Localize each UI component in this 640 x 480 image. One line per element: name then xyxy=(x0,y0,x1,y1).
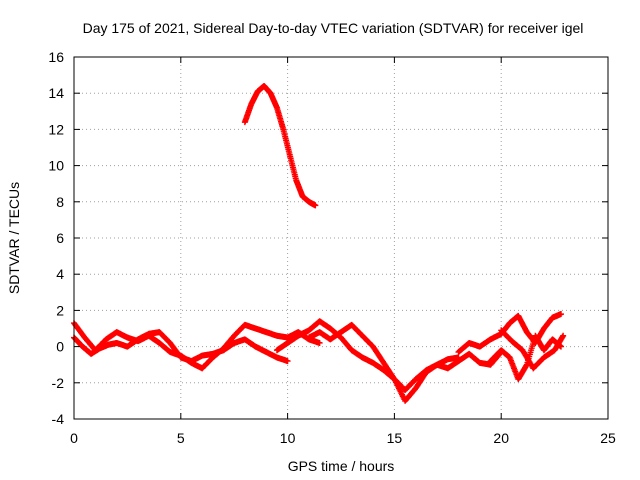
x-tick-label: 25 xyxy=(600,430,616,446)
x-tick-label: 10 xyxy=(280,430,296,446)
x-tick-label: 5 xyxy=(177,430,185,446)
y-tick-label: 0 xyxy=(56,339,64,355)
x-tick-label: 0 xyxy=(70,430,78,446)
x-tick-label: 20 xyxy=(493,430,509,446)
y-tick-label: -4 xyxy=(52,411,65,427)
series-satellite-arc-D xyxy=(273,318,462,394)
x-axis-label: GPS time / hours xyxy=(288,458,395,474)
y-axis-label: SDTVAR / TECUs xyxy=(6,182,22,294)
series-satellite-arc-H xyxy=(498,327,567,372)
data-points xyxy=(71,82,567,404)
series-satellite-arc-C xyxy=(71,329,291,365)
y-tick-label: 8 xyxy=(56,194,64,210)
y-tick-label: -2 xyxy=(52,375,65,391)
series-satellite-arc-A xyxy=(241,82,319,209)
y-tick-label: 12 xyxy=(48,121,64,137)
axis-ticks: 0 5 10 15 20 25 -4 -2 0 2 4 6 8 10 12 14 16 xyxy=(48,49,616,446)
y-tick-label: 16 xyxy=(48,49,64,65)
data-point xyxy=(316,339,323,346)
y-tick-label: 4 xyxy=(56,266,64,282)
grid-lines xyxy=(74,57,608,419)
data-point xyxy=(284,358,291,365)
y-tick-label: 14 xyxy=(48,85,64,101)
chart-title: Day 175 of 2021, Sidereal Day-to-day VTE… xyxy=(83,20,584,36)
data-point xyxy=(558,311,565,318)
y-tick-label: 10 xyxy=(48,158,64,174)
y-tick-label: 6 xyxy=(56,230,64,246)
x-tick-label: 15 xyxy=(387,430,403,446)
y-tick-label: 2 xyxy=(56,302,64,318)
data-point xyxy=(312,202,319,209)
data-point xyxy=(560,332,567,339)
